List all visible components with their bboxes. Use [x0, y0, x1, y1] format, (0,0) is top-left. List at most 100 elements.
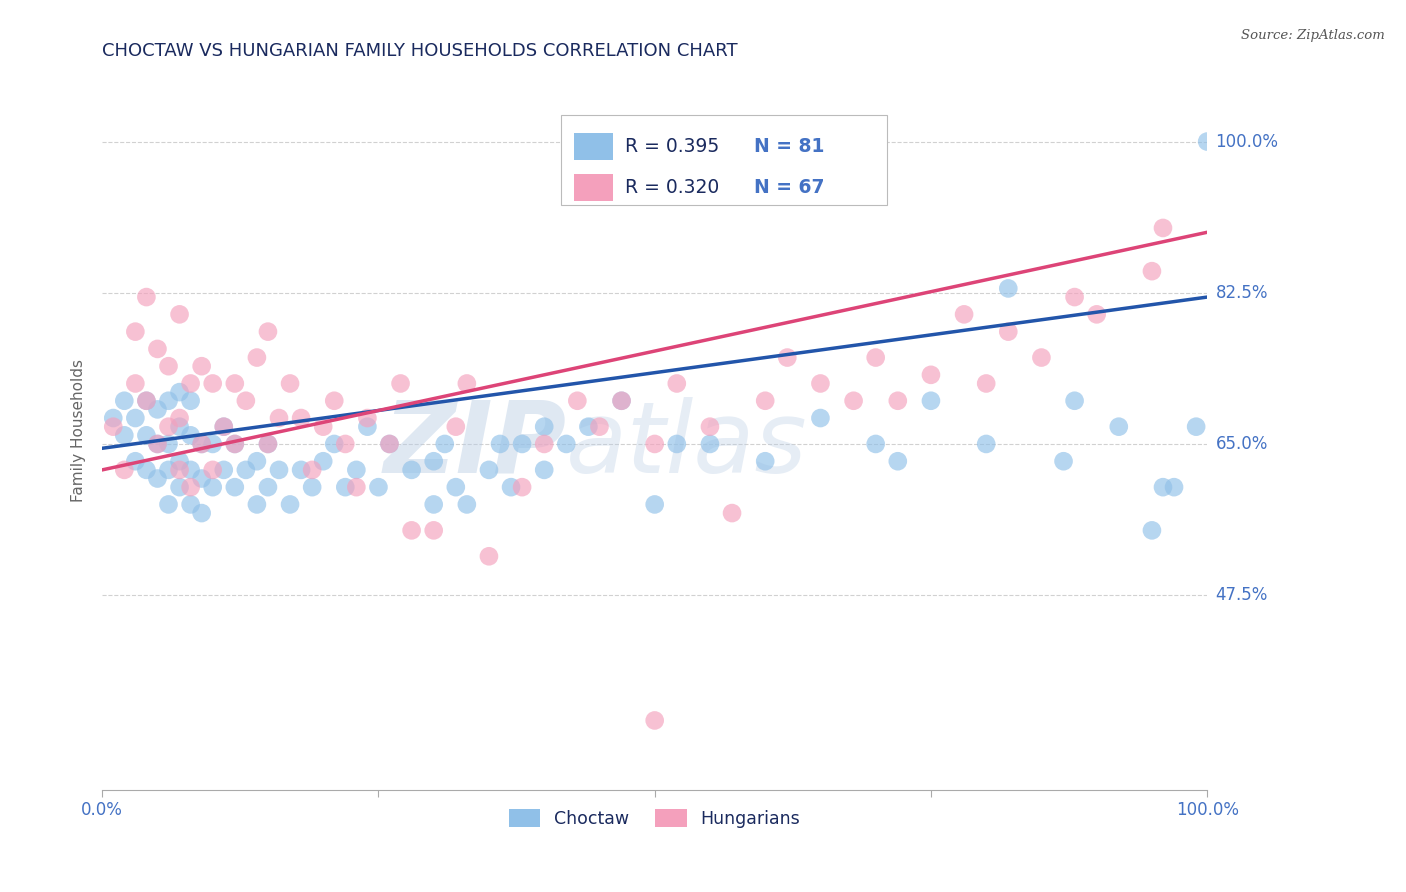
Point [290, 411, 312, 425]
Point [754, 454, 776, 468]
Point [180, 393, 202, 408]
Point [478, 463, 501, 477]
Point [389, 376, 412, 391]
Point [190, 359, 212, 374]
Point [1108, 419, 1130, 434]
Point [201, 480, 224, 494]
Point [1140, 524, 1163, 538]
Point [190, 506, 212, 520]
Point [112, 428, 135, 442]
Point [224, 437, 246, 451]
Point [157, 359, 180, 374]
Text: CHOCTAW VS HUNGARIAN FAMILY HOUSEHOLDS CORRELATION CHART: CHOCTAW VS HUNGARIAN FAMILY HOUSEHOLDS C… [103, 42, 738, 60]
Point [865, 437, 887, 451]
Y-axis label: Family Households: Family Households [72, 359, 86, 502]
Point [312, 454, 335, 468]
Point [278, 498, 301, 512]
Point [510, 480, 533, 494]
Point [499, 480, 522, 494]
Text: 100.0%: 100.0% [1216, 133, 1278, 151]
Point [920, 368, 942, 382]
Point [312, 419, 335, 434]
Text: atlas: atlas [567, 397, 808, 494]
Point [401, 463, 423, 477]
Point [533, 419, 555, 434]
Point [974, 437, 997, 451]
Point [422, 454, 444, 468]
Point [567, 393, 589, 408]
Point [323, 393, 346, 408]
Point [699, 437, 721, 451]
Text: Source: ZipAtlas.com: Source: ZipAtlas.com [1241, 29, 1385, 42]
Point [1152, 221, 1174, 235]
Point [103, 419, 125, 434]
Point [301, 480, 323, 494]
Point [422, 524, 444, 538]
Point [212, 463, 235, 477]
Point [953, 307, 976, 321]
Point [257, 325, 280, 339]
Point [842, 393, 865, 408]
Point [444, 419, 467, 434]
Text: N = 67: N = 67 [754, 178, 825, 196]
Point [555, 437, 578, 451]
Point [610, 393, 633, 408]
Point [190, 471, 212, 485]
FancyBboxPatch shape [574, 133, 613, 161]
Point [124, 454, 146, 468]
Point [444, 480, 467, 494]
Text: R = 0.320: R = 0.320 [624, 178, 718, 196]
Point [146, 402, 169, 417]
Point [478, 549, 501, 564]
Point [169, 385, 191, 400]
Point [146, 342, 169, 356]
Point [146, 437, 169, 451]
Point [699, 419, 721, 434]
Point [1063, 290, 1085, 304]
Point [301, 463, 323, 477]
Point [356, 419, 378, 434]
Text: N = 81: N = 81 [754, 137, 824, 156]
Point [135, 393, 157, 408]
Point [169, 480, 191, 494]
Point [180, 463, 202, 477]
Point [290, 463, 312, 477]
Point [257, 437, 280, 451]
Point [169, 454, 191, 468]
Point [378, 437, 401, 451]
Point [257, 437, 280, 451]
Point [887, 393, 910, 408]
Point [323, 437, 346, 451]
Point [246, 498, 269, 512]
Point [610, 393, 633, 408]
Point [267, 463, 290, 477]
Point [135, 463, 157, 477]
Point [201, 463, 224, 477]
Point [335, 480, 357, 494]
Point [190, 437, 212, 451]
Text: R = 0.395: R = 0.395 [624, 137, 718, 156]
Point [212, 419, 235, 434]
Point [776, 351, 799, 365]
Point [588, 419, 610, 434]
Point [378, 437, 401, 451]
Point [721, 506, 744, 520]
Point [112, 463, 135, 477]
Point [1197, 135, 1219, 149]
Point [1140, 264, 1163, 278]
Point [235, 393, 257, 408]
Point [644, 498, 666, 512]
Point [356, 411, 378, 425]
Point [169, 307, 191, 321]
Point [180, 498, 202, 512]
Point [157, 393, 180, 408]
Point [169, 463, 191, 477]
Point [456, 498, 478, 512]
Point [344, 463, 367, 477]
Point [644, 714, 666, 728]
Point [1052, 454, 1074, 468]
Point [212, 419, 235, 434]
Point [810, 376, 832, 391]
Point [665, 376, 688, 391]
Point [235, 463, 257, 477]
